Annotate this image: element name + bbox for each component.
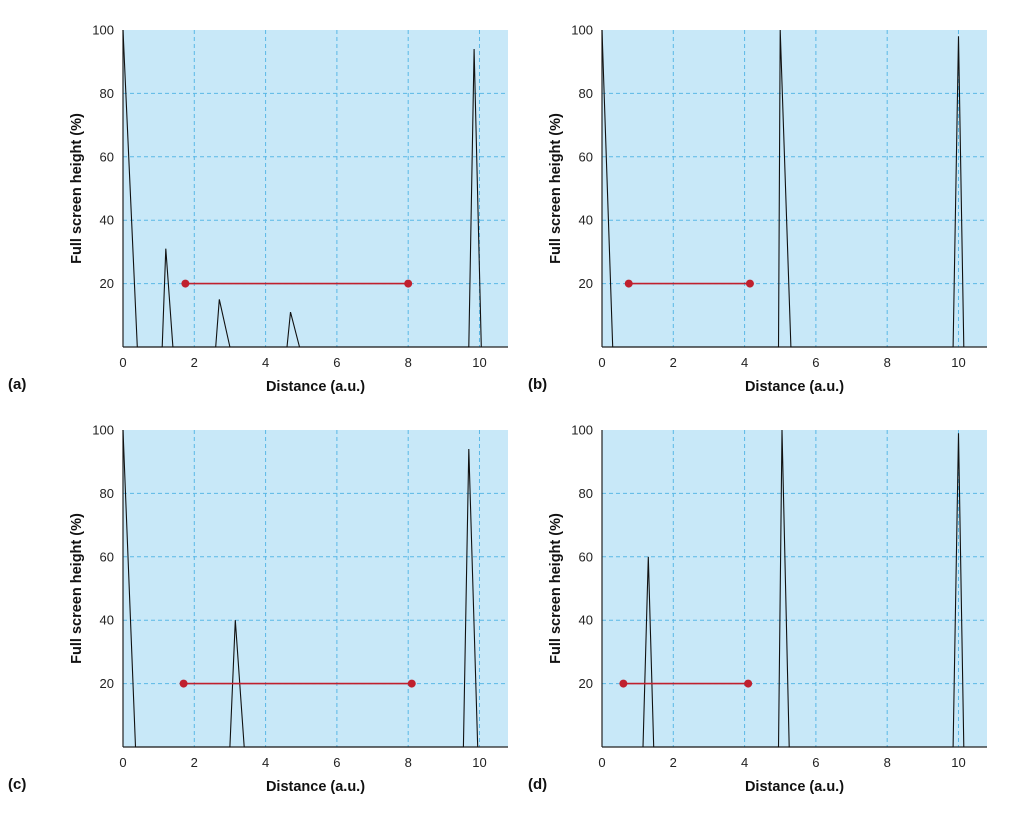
panel-a-y-tick-label: 60 (100, 149, 114, 164)
panel-b-label: (b) (528, 376, 547, 393)
panel-c-y-tick-label: 100 (92, 423, 114, 438)
panel-b-x-tick-label: 2 (670, 355, 677, 370)
panel-c-x-tick-label: 4 (262, 755, 269, 770)
panel-a-x-tick-label: 10 (472, 355, 486, 370)
panel-d-y-tick-label: 60 (579, 549, 593, 564)
panel-b-y-tick-label: 20 (579, 276, 593, 291)
panel-c-x-tick-label: 2 (191, 755, 198, 770)
panel-d-label: (d) (528, 776, 547, 793)
panel-c-label: (c) (8, 776, 26, 793)
panel-c-x-tick-label: 0 (119, 755, 126, 770)
panel-c-y-tick-label: 40 (100, 613, 114, 628)
panel-d-x-tick-label: 4 (741, 755, 748, 770)
panel-b-marker-end-dot (745, 279, 754, 288)
panel-c-x-axis-title: Distance (a.u.) (266, 779, 365, 795)
panel-b-plot-area (602, 30, 987, 347)
panel-b-y-axis-title: Full screen height (%) (548, 113, 564, 264)
panel-d-y-tick-label: 40 (579, 613, 593, 628)
panel-a-x-axis-title: Distance (a.u.) (266, 379, 365, 395)
panel-a-y-tick-label: 100 (92, 23, 114, 38)
panel-a-x-tick-label: 2 (191, 355, 198, 370)
panel-a-y-tick-label: 20 (100, 276, 114, 291)
panel-a-x-tick-label: 0 (119, 355, 126, 370)
panel-b-x-tick-label: 4 (741, 355, 748, 370)
panel-d-y-tick-label: 80 (579, 486, 593, 501)
panel-a-marker-end-dot (404, 279, 413, 288)
panel-b-x-tick-label: 6 (812, 355, 819, 370)
panel-b: 0 2 4 6 8 10 20 40 60 80 100 Distance (a.u.) Full sc… (528, 23, 987, 395)
panel-a: 0 2 4 6 8 10 20 40 60 80 100 Distance (a.u.) Full sc… (8, 23, 508, 395)
panel-c-marker-start-dot (179, 679, 188, 688)
panel-d-trace-line (642, 429, 965, 748)
panel-a-y-tick-label: 80 (100, 86, 114, 101)
panel-b-y-tick-label: 60 (579, 149, 593, 164)
panel-d-x-tick-label: 10 (951, 755, 965, 770)
panel-d-x-tick-label: 6 (812, 755, 819, 770)
panel-c: 0 2 4 6 8 10 20 40 60 80 100 Distance (a.u.) Full sc… (8, 423, 508, 795)
panel-d-x-tick-label: 8 (884, 755, 891, 770)
panel-b-y-tick-label: 80 (579, 86, 593, 101)
panel-c-x-tick-label: 10 (472, 755, 486, 770)
panel-c-marker-end-dot (407, 679, 416, 688)
panel-d-y-tick-label: 20 (579, 676, 593, 691)
panel-d-x-axis-title: Distance (a.u.) (745, 779, 844, 795)
panel-a-x-tick-label: 8 (405, 355, 412, 370)
panel-b-y-tick-label: 100 (571, 23, 593, 38)
panel-c-y-tick-label: 80 (100, 486, 114, 501)
panel-d: 0 2 4 6 8 10 20 40 60 80 100 Distance (a.u.) Full sc… (528, 423, 987, 795)
panel-a-trace-line (122, 29, 482, 348)
panel-d-x-tick-label: 0 (598, 755, 605, 770)
panel-d-x-tick-label: 2 (670, 755, 677, 770)
panel-a-x-tick-label: 6 (333, 355, 340, 370)
panel-a-marker-start-dot (181, 279, 190, 288)
panel-c-y-tick-label: 60 (100, 549, 114, 564)
panel-b-y-tick-label: 40 (579, 213, 593, 228)
panel-c-y-axis-title: Full screen height (%) (69, 513, 85, 664)
panel-d-plot-area (602, 430, 987, 747)
panel-a-label: (a) (8, 376, 26, 393)
panel-b-x-tick-label: 8 (884, 355, 891, 370)
panel-c-y-tick-label: 20 (100, 676, 114, 691)
panel-a-x-tick-label: 4 (262, 355, 269, 370)
panel-d-marker-start-dot (619, 679, 628, 688)
panel-c-plot-area (123, 430, 508, 747)
panel-a-y-tick-label: 40 (100, 213, 114, 228)
panel-a-plot-area (123, 30, 508, 347)
panel-d-y-tick-label: 100 (571, 423, 593, 438)
panel-c-x-tick-label: 6 (333, 755, 340, 770)
panel-b-x-axis-title: Distance (a.u.) (745, 379, 844, 395)
panel-d-marker-end-dot (744, 679, 753, 688)
panel-b-trace-line (601, 29, 965, 348)
panel-b-marker-start-dot (624, 279, 633, 288)
panel-a-y-axis-title: Full screen height (%) (69, 113, 85, 264)
panel-d-y-axis-title: Full screen height (%) (548, 513, 564, 664)
panel-b-x-tick-label: 10 (951, 355, 965, 370)
panel-c-x-tick-label: 8 (405, 755, 412, 770)
panel-b-x-tick-label: 0 (598, 355, 605, 370)
